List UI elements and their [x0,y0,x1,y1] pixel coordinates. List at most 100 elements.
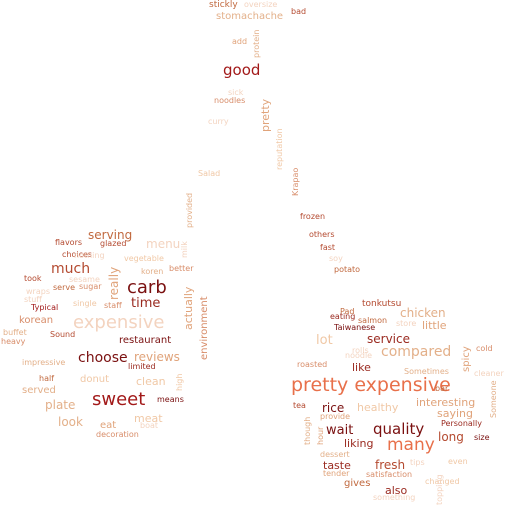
word-lot: lot [316,333,333,348]
word-good: good [223,61,261,79]
word-sick: sick [228,88,244,97]
word-changed: changed [425,477,460,486]
word-something: something [373,493,416,502]
word-typical: Typical [31,303,59,312]
word-limited: limited [128,362,156,371]
word-korean: korean [19,315,54,326]
word-chicken: chicken [400,306,446,320]
word-buffet: buffet [3,328,27,337]
word-also: also [385,484,408,497]
word-interesting: interesting [416,396,476,409]
word-time: time [131,296,161,311]
word-clean: clean [136,375,166,388]
word-wraps: wraps [26,287,50,296]
word-sometimes: Sometimes [404,367,449,376]
word-soy: soy [329,254,343,263]
word-flavors: flavors [55,238,83,247]
word-frozen: frozen [300,212,326,221]
word-cold: cold [476,344,493,353]
word-impressive: impressive [22,358,66,367]
word-liking: liking [344,437,374,450]
word-look: look [58,415,83,429]
word-half: half [39,374,55,383]
word-staff: staff [104,301,122,310]
word-nothing: nothing [74,251,105,260]
word-serving: serving [88,228,133,242]
word-though: though [303,416,312,445]
word-menu: menu [146,237,181,251]
word-plate: plate [45,398,76,412]
word-others: others [309,230,335,239]
word-tips: tips [410,458,425,467]
word-provide: provide [320,412,351,421]
word-tea: tea [293,401,306,410]
word-bar: bar [435,384,449,393]
word-potato: potato [334,265,361,274]
word-even: even [448,457,468,466]
word-wait: wait [326,423,354,438]
word-fast: fast [320,243,336,252]
word-sweet: sweet [92,389,146,410]
word-cleaner: cleaner [474,369,504,378]
word-bad: bad [291,7,307,16]
word-noodles: noodles [214,96,246,105]
word-pretty: pretty [259,98,272,132]
word-milk: milk [180,241,189,258]
word-took: took [24,274,42,283]
word-someone: Someone [489,380,498,418]
word-gives: gives [344,478,371,489]
word-dessert: dessert [320,450,350,459]
word-like: like [352,361,371,374]
word-personally: Personally [441,419,482,428]
word-taiwanese: Taiwanese [334,323,376,332]
word-served: served [22,385,56,396]
word-tender: tender [323,469,350,478]
word-donut: donut [80,374,110,385]
word-curry: curry [208,117,229,126]
word-oversize: oversize [244,0,278,9]
word-stickly: stickly [209,0,238,10]
word-pad: Pad [340,307,355,316]
word-sugar: sugar [79,282,102,291]
word-really: really [107,266,121,300]
word-environment: environment [199,296,210,360]
word-choices: choices [62,250,93,259]
word-actually: actually [182,286,195,330]
word-koren: koren [141,267,164,276]
word-long: long [438,430,464,444]
word-reviews: reviews [134,350,180,364]
word-choose: choose [78,350,128,366]
word-serve: serve [53,283,76,292]
word-reputation: reputation [275,128,284,170]
word-better: better [169,264,194,273]
word-quality: quality [373,420,425,438]
word-eating: eating [330,312,356,321]
word-single: single [73,299,97,308]
word-expensive: expensive [73,312,165,333]
word-much: much [51,261,91,277]
word-noodle: noodle [345,351,373,360]
word-rolls: rolls [352,346,369,355]
word-sesame: sesame [69,275,100,284]
word-protein: protein [252,29,261,58]
word-satisfaction: satisfaction [366,470,413,479]
word-store: store [396,319,417,328]
word-glazed: glazed [100,239,127,248]
word-size: size [474,433,490,442]
word-restaurant: restaurant [119,335,172,346]
word-hour: hour [316,426,325,445]
word-healthy: healthy [357,401,399,414]
word-service: service [367,332,410,346]
word-pretty-expensive: pretty expensive [291,374,451,396]
word-saying: saying [437,407,473,420]
word-decoration: decoration [96,430,139,439]
word-spicy: spicy [461,346,472,372]
word-many: many [387,435,435,455]
word-meat: meat [134,412,163,425]
word-boat: boat [140,421,159,430]
word-tonkutsu: tonkutsu [362,299,402,309]
word-stuff: stuff [24,295,42,304]
word-stomachache: stomachache [216,11,284,22]
word-rice: rice [322,401,345,415]
